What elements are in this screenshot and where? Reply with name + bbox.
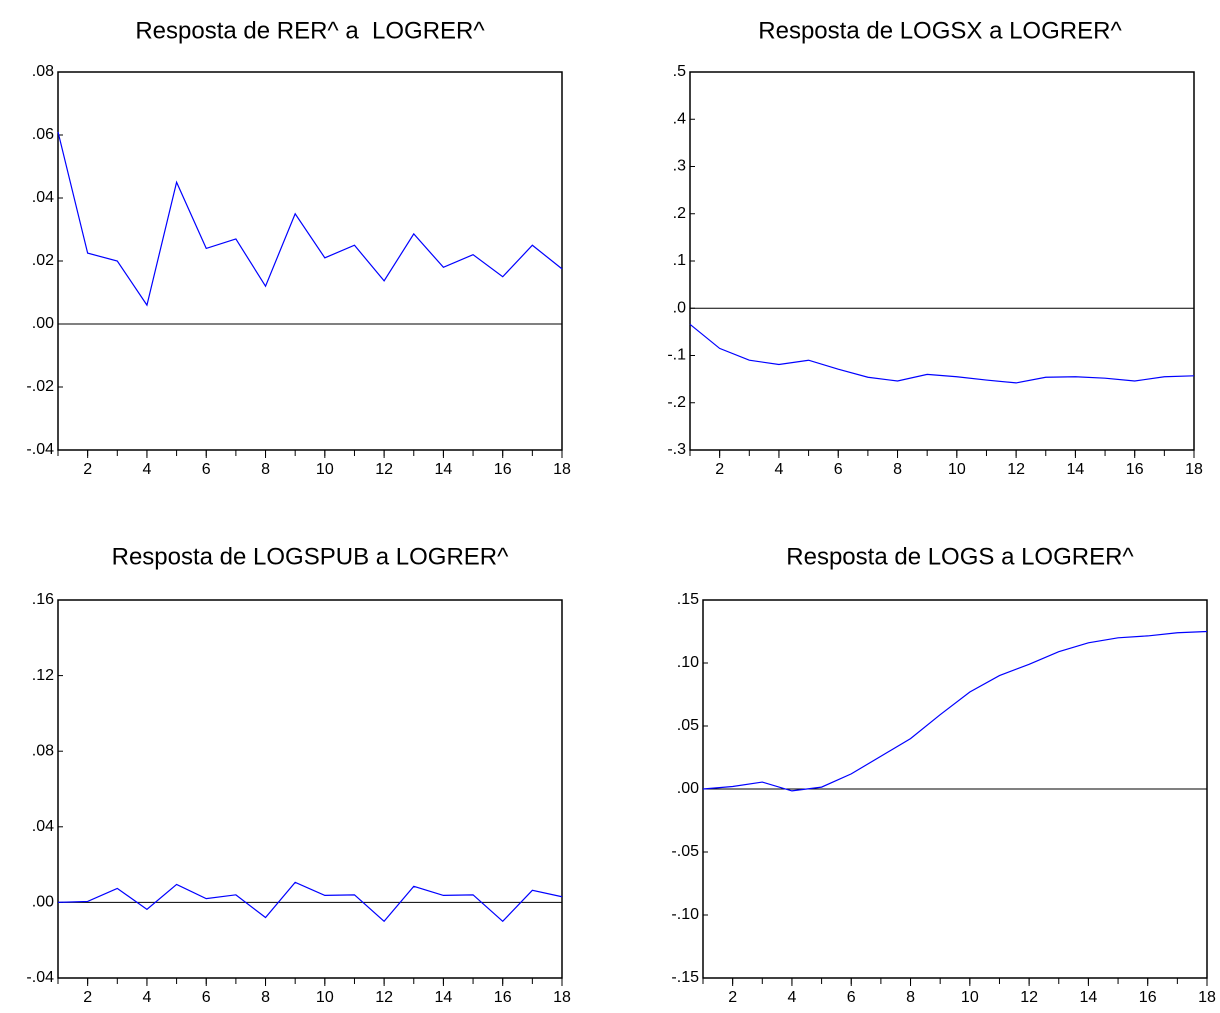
x-tick-label: 2 <box>83 989 92 1006</box>
y-tick-label: .00 <box>32 315 54 332</box>
y-tick-label: -.2 <box>667 394 686 411</box>
x-tick-label: 16 <box>494 461 512 478</box>
x-tick-label: 14 <box>435 461 453 478</box>
x-tick-label: 8 <box>893 461 902 478</box>
x-tick-label: 10 <box>316 989 334 1006</box>
series-line <box>702 630 1208 792</box>
y-tick-label: .00 <box>32 894 54 911</box>
x-tick-label: 8 <box>261 461 270 478</box>
y-tick-label: -.1 <box>667 347 686 364</box>
x-tick-label: 6 <box>202 461 211 478</box>
x-tick-label: 4 <box>774 461 783 478</box>
y-tick-label: -.04 <box>26 969 54 986</box>
series-line <box>57 881 563 923</box>
y-tick-label: .3 <box>673 158 686 175</box>
y-tick-label: .05 <box>677 717 699 734</box>
x-tick-label: 10 <box>948 461 966 478</box>
x-tick-label: 12 <box>375 989 393 1006</box>
y-tick-label: .16 <box>32 591 54 608</box>
y-tick-label: -.15 <box>671 969 699 986</box>
x-tick-label: 14 <box>1080 989 1098 1006</box>
x-tick-label: 6 <box>847 989 856 1006</box>
y-tick-label: .00 <box>677 780 699 797</box>
y-tick-label: .10 <box>677 654 699 671</box>
chart-title: Resposta de LOGSPUB a LOGRER^ <box>112 543 510 570</box>
x-tick-label: 14 <box>1067 461 1085 478</box>
y-tick-label: .08 <box>32 742 54 759</box>
x-tick-label: 10 <box>316 461 334 478</box>
x-tick-label: 18 <box>1185 461 1203 478</box>
y-tick-label: .15 <box>677 591 699 608</box>
x-tick-label: 6 <box>834 461 843 478</box>
x-tick-label: 6 <box>202 989 211 1006</box>
x-tick-label: 16 <box>1139 989 1157 1006</box>
x-tick-label: 8 <box>261 989 270 1006</box>
x-tick-label: 2 <box>728 989 737 1006</box>
y-tick-label: -.04 <box>26 441 54 458</box>
x-tick-label: 8 <box>906 989 915 1006</box>
x-tick-label: 16 <box>494 989 512 1006</box>
x-tick-label: 10 <box>961 989 979 1006</box>
x-tick-label: 4 <box>142 989 151 1006</box>
y-tick-label: .2 <box>673 205 686 222</box>
y-tick-label: .02 <box>32 252 54 269</box>
x-tick-label: 14 <box>435 989 453 1006</box>
y-tick-label: .06 <box>32 126 54 143</box>
chart-panel: Resposta de LOGS a LOGRER^ .15 .10 .05 .00 -.… <box>671 543 1216 1006</box>
chart-panel: Resposta de LOGSX a LOGRER^ .5 .4 .3 .2 .1 .0 -… <box>667 17 1203 478</box>
y-tick-label: .4 <box>673 110 686 127</box>
x-tick-label: 16 <box>1126 461 1144 478</box>
y-tick-label: .04 <box>32 818 54 835</box>
plot-frame <box>57 599 563 979</box>
y-tick-label: -.05 <box>671 843 699 860</box>
x-tick-label: 12 <box>375 461 393 478</box>
y-tick-label: .08 <box>32 63 54 80</box>
x-tick-label: 18 <box>1198 989 1216 1006</box>
x-tick-label: 18 <box>553 989 571 1006</box>
y-tick-label: .5 <box>673 63 686 80</box>
x-tick-label: 2 <box>715 461 724 478</box>
chart-panel: Resposta de LOGSPUB a LOGRER^ .16 .12 .08 .0… <box>26 543 571 1006</box>
x-tick-label: 18 <box>553 461 571 478</box>
x-tick-label: 12 <box>1007 461 1025 478</box>
x-tick-label: 2 <box>83 461 92 478</box>
chart-title: Resposta de LOGS a LOGRER^ <box>786 543 1134 570</box>
series-line <box>689 323 1195 384</box>
chart-title: Resposta de RER^ a LOGRER^ <box>135 17 485 44</box>
chart-title: Resposta de LOGSX a LOGRER^ <box>758 17 1122 44</box>
y-tick-label: .04 <box>32 189 54 206</box>
y-tick-label: .12 <box>32 667 54 684</box>
x-tick-label: 4 <box>142 461 151 478</box>
y-tick-label: -.10 <box>671 906 699 923</box>
series-line <box>57 131 563 307</box>
chart-panel: Resposta de RER^ a LOGRER^ .08 .06 .04 .02 .0… <box>26 17 571 478</box>
x-tick-label: 12 <box>1020 989 1038 1006</box>
x-tick-label: 4 <box>787 989 796 1006</box>
y-tick-label: -.02 <box>26 378 54 395</box>
y-tick-label: .0 <box>673 299 686 316</box>
y-tick-label: -.3 <box>667 441 686 458</box>
y-tick-label: .1 <box>673 252 686 269</box>
